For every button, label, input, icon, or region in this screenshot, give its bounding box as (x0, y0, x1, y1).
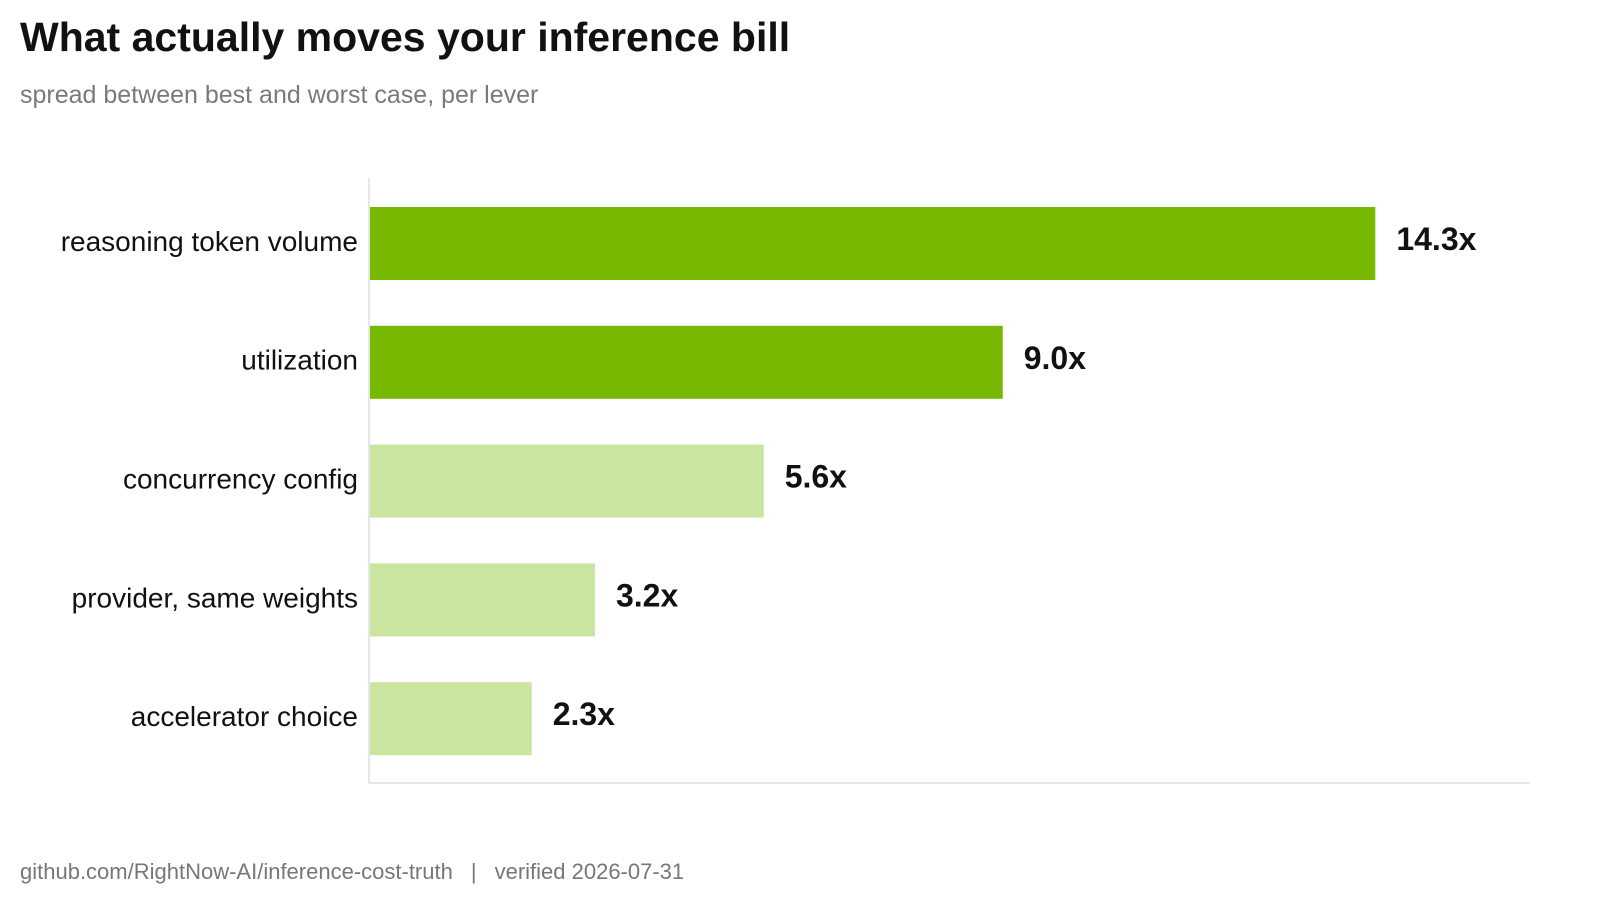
value-label-utilization: 9.0x (1024, 340, 1086, 376)
category-label-reasoning-token-volume: reasoning token volume (61, 226, 358, 257)
value-label-concurrency-config: 5.6x (785, 459, 847, 495)
category-label-concurrency-config: concurrency config (123, 463, 358, 494)
value-label-provider-same-weights: 3.2x (616, 577, 678, 613)
category-label-provider-same-weights: provider, same weights (72, 582, 358, 613)
footer-separator: | (470, 859, 477, 884)
verified-date: verified 2026-07-31 (494, 859, 685, 884)
bar-group: reasoning token volume 14.3x utilization 9.… (61, 207, 1477, 756)
chart-title: What actually moves your inference bill (20, 14, 791, 60)
chart-subtitle: spread between best and worst case, per … (20, 81, 539, 109)
bar-reasoning-token-volume (370, 207, 1376, 280)
bar-concurrency-config (370, 444, 764, 518)
category-label-utilization: utilization (241, 345, 358, 376)
category-label-accelerator-choice: accelerator choice (131, 701, 358, 732)
source-link[interactable]: github.com/RightNow-AI/inference-cost-tr… (20, 859, 453, 884)
bar-utilization (370, 325, 1003, 399)
value-label-reasoning-token-volume: 14.3x (1396, 221, 1476, 257)
footer: github.com/RightNow-AI/inference-cost-tr… (20, 859, 684, 885)
value-label-accelerator-choice: 2.3x (553, 696, 615, 732)
bar-accelerator-choice (370, 682, 532, 756)
bar-provider-same-weights (370, 563, 595, 637)
